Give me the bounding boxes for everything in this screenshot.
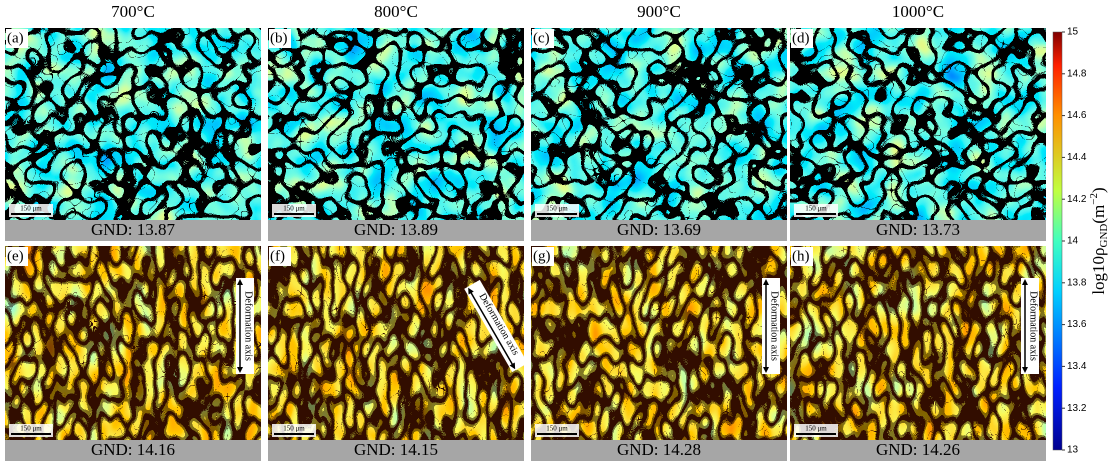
gnd-value: GND: 14.15	[354, 440, 438, 459]
colorbar-tick-label: 13.4	[1067, 361, 1087, 372]
scale-label: 150 μm	[283, 425, 305, 433]
scale-label: 150 μm	[805, 205, 827, 213]
micrograph	[268, 246, 524, 440]
colorbar-tick-label: 13.2	[1067, 403, 1087, 414]
deformation-axis: Deformation axis	[762, 278, 780, 374]
panel-label: (a)	[7, 30, 24, 46]
column-heading: 900°C	[637, 2, 681, 21]
colorbar-label: log10ρGND(m−2)	[1088, 187, 1110, 294]
colorbar-tick-label: 15	[1067, 27, 1079, 38]
micrograph	[5, 246, 261, 440]
axis-label: Deformation axis	[1028, 291, 1039, 361]
micrograph	[531, 28, 787, 220]
panel-label: (f)	[270, 248, 285, 264]
colorbar	[1053, 32, 1062, 450]
column-heading: 800°C	[374, 2, 418, 21]
axis-label: Deformation axis	[243, 291, 254, 361]
colorbar-tick-label: 14	[1067, 236, 1079, 247]
scale-label: 150 μm	[283, 205, 305, 213]
scale-label: 150 μm	[546, 205, 568, 213]
column-heading: 1000°C	[892, 2, 944, 21]
colorbar-tick-label: 14.8	[1067, 68, 1087, 79]
colorbar-tick-label: 14.4	[1067, 152, 1087, 163]
deformation-axis: Deformation axis	[236, 278, 254, 374]
colorbar-tick-label: 14.2	[1067, 194, 1087, 205]
gnd-value: GND: 14.28	[617, 440, 701, 459]
gnd-value: GND: 13.89	[354, 220, 438, 239]
panel-label: (g)	[533, 248, 551, 264]
scale-label: 150 μm	[805, 425, 827, 433]
panel-label: (b)	[270, 30, 288, 46]
deformation-axis: Deformation axis	[1021, 278, 1039, 374]
micrograph	[268, 28, 524, 220]
gnd-value: GND: 14.26	[876, 440, 960, 459]
scale-label: 150 μm	[20, 425, 42, 433]
colorbar-tick-label: 13.6	[1067, 319, 1087, 330]
colorbar-tick-label: 13	[1067, 445, 1079, 456]
micrograph	[790, 246, 1046, 440]
panel-label: (c)	[533, 30, 550, 46]
colorbar-tick-label: 14.6	[1067, 110, 1087, 121]
gnd-value: GND: 13.87	[91, 220, 176, 239]
micrograph	[790, 28, 1046, 220]
gnd-value: GND: 13.69	[617, 220, 701, 239]
gnd-value: GND: 13.73	[876, 220, 960, 239]
gnd-value: GND: 14.16	[91, 440, 175, 459]
scale-label: 150 μm	[20, 205, 42, 213]
micrograph	[531, 246, 787, 440]
figure: log10ρGND(m−2) 700°C 800°C 900°C 1000°C GND:…	[0, 0, 1118, 461]
panel-label: (d)	[792, 30, 810, 46]
scale-label: 150 μm	[546, 425, 568, 433]
panel-label: (e)	[7, 248, 24, 264]
micrograph	[5, 28, 261, 220]
colorbar-tick-label: 13.8	[1067, 277, 1087, 288]
panel-label: (h)	[792, 248, 810, 264]
column-heading: 700°C	[111, 2, 155, 21]
axis-label: Deformation axis	[769, 291, 780, 361]
